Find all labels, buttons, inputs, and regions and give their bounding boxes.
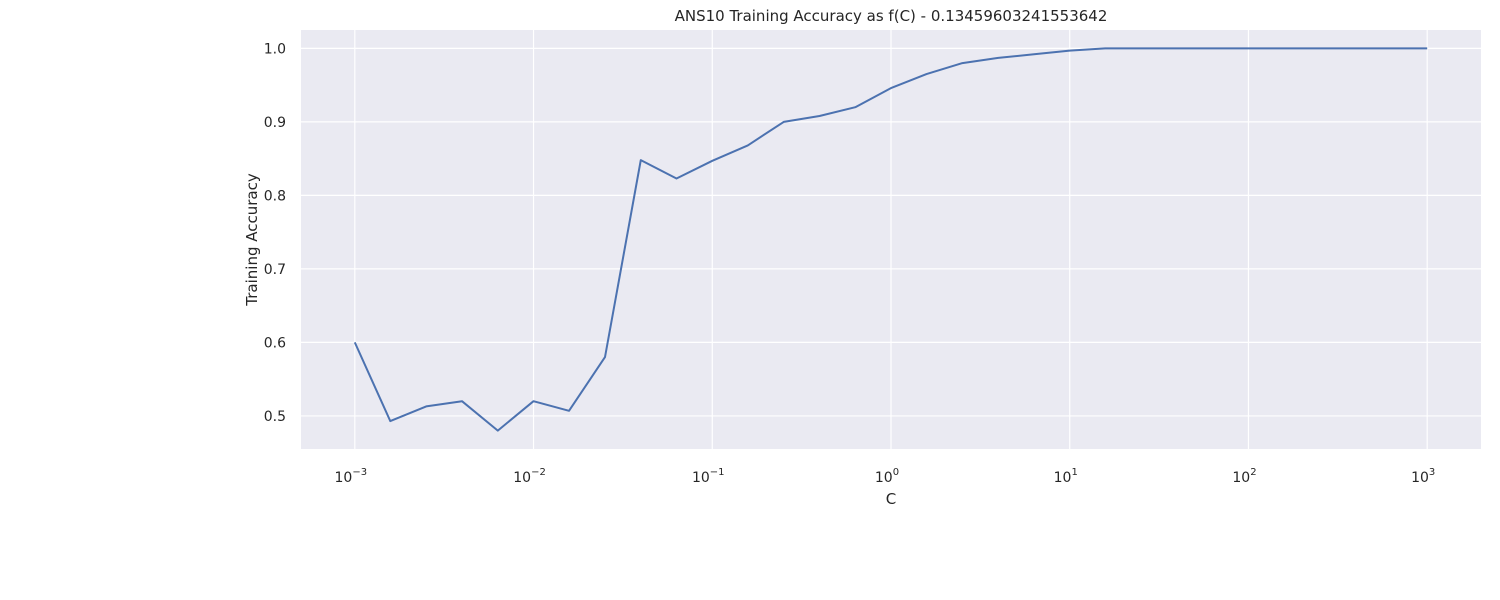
series-line — [353, 47, 1428, 432]
y-tick-label: 0.9 — [264, 115, 286, 131]
x-tick-label: 10−2 — [513, 467, 546, 486]
x-axis-label: C — [886, 490, 896, 508]
y-tick-label: 0.7 — [264, 262, 286, 278]
y-tick-label: 1.0 — [264, 41, 286, 57]
x-axis-ticks: 10−3 10−2 10−1 100 101 102 103 — [335, 467, 1436, 486]
y-axis-ticks: 0.5 0.6 0.7 0.8 0.9 1.0 — [264, 41, 286, 425]
y-tick-label: 0.6 — [264, 335, 286, 351]
y-tick-label: 0.5 — [264, 409, 286, 425]
x-tick-label: 10−3 — [335, 467, 368, 486]
x-tick-label: 102 — [1232, 467, 1256, 486]
y-axis-label: Training Accuracy — [243, 173, 261, 307]
y-tick-label: 0.8 — [264, 188, 286, 204]
x-tick-label: 103 — [1411, 467, 1435, 486]
grid — [301, 30, 1481, 449]
x-tick-label: 10−1 — [692, 467, 725, 486]
chart-title: ANS10 Training Accuracy as f(C) - 0.1345… — [675, 7, 1108, 25]
series-layer — [353, 47, 1428, 432]
x-tick-label: 100 — [875, 467, 899, 486]
x-tick-label: 101 — [1054, 467, 1078, 486]
